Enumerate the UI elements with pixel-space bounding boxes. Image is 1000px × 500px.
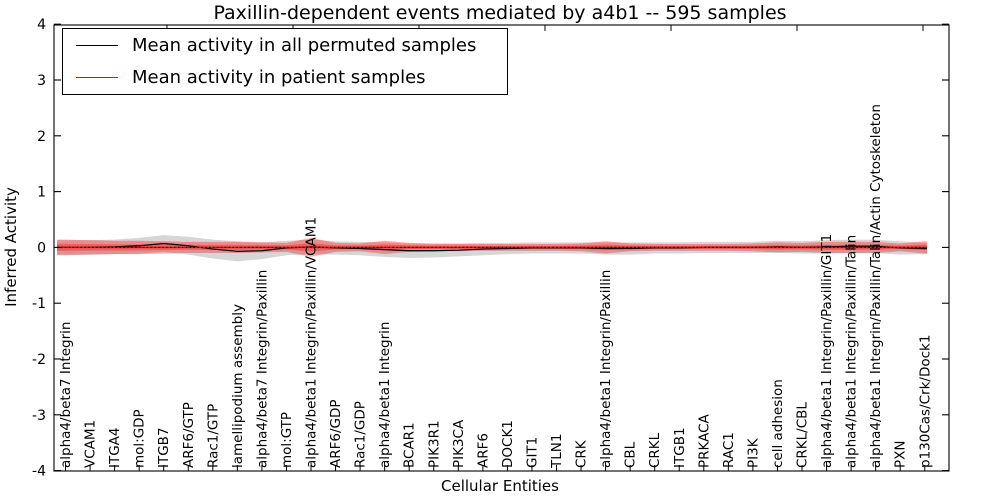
category-label: ITGB7 (156, 427, 172, 468)
category-label: ARF6 (475, 433, 491, 468)
permuted-band (57, 235, 927, 262)
category-label: ITGB1 (672, 427, 688, 468)
permuted-line-icon (76, 44, 118, 46)
category-label: cell adhesion (770, 379, 786, 468)
category-label: CRK (574, 439, 590, 468)
category-label: alpha4/beta1 Integrin/Paxillin/Talin (844, 235, 860, 468)
category-label: CRKL/CBL (795, 402, 811, 468)
category-label: alpha4/beta1 Integrin/Paxillin (598, 270, 614, 468)
category-label: ARF6/GTP (181, 402, 197, 468)
category-label: alpha4/beta1 Integrin (377, 322, 393, 468)
svg-text:3: 3 (37, 73, 46, 89)
legend: Mean activity in all permuted samples Me… (62, 28, 508, 95)
svg-text:2: 2 (37, 129, 46, 145)
legend-label-permuted: Mean activity in all permuted samples (132, 34, 477, 56)
svg-text:-1: -1 (32, 296, 46, 312)
category-label: PRKACA (696, 413, 712, 468)
legend-label-patient: Mean activity in patient samples (132, 67, 426, 89)
category-label: CBL (623, 441, 639, 468)
svg-text:-2: -2 (32, 352, 46, 368)
svg-text:-3: -3 (32, 408, 46, 424)
category-label: lamellipodium assembly (230, 304, 246, 468)
svg-text:1: 1 (37, 185, 46, 201)
category-label: PIK3R1 (426, 420, 442, 468)
category-label: TLN1 (549, 434, 565, 469)
category-label: alpha4/beta7 Integrin/Paxillin (254, 270, 270, 468)
x-axis-label: Cellular Entities (441, 477, 559, 495)
svg-text:4: 4 (37, 17, 46, 33)
svg-text:-4: -4 (32, 464, 46, 480)
chart-title: Paxillin-dependent events mediated by a4… (213, 2, 787, 24)
category-label: ITGA4 (107, 427, 123, 468)
category-label: alpha4/beta1 Integrin/Paxillin/VCAM1 (304, 217, 320, 468)
category-label: mol:GDP (132, 409, 148, 468)
category-label: ARF6/GDP (328, 399, 344, 468)
y-axis-ticks: -4 -3 -2 -1 0 1 2 3 4 (32, 17, 949, 480)
legend-item-permuted: Mean activity in all permuted samples (63, 29, 507, 61)
x-category-labels: alpha4/beta7 Integrin VCAM1 ITGA4 mol:GDP IT… (58, 104, 933, 469)
category-label: Rac1/GDP (353, 401, 369, 468)
category-label: CRKL (647, 432, 663, 468)
category-label: mol:GTP (279, 412, 295, 468)
category-label: alpha4/beta1 Integrin/Paxillin/GIT1 (819, 234, 835, 468)
category-label: RAC1 (721, 432, 737, 468)
patient-line-icon (76, 77, 118, 79)
category-label: DOCK1 (500, 420, 516, 468)
category-label: Rac1/GTP (205, 404, 221, 468)
category-label: alpha4/beta7 Integrin (58, 322, 74, 468)
category-label: alpha4/beta1 Integrin/Paxillin/Talin/Act… (868, 104, 884, 468)
category-label: PXN (893, 441, 909, 469)
category-label: VCAM1 (83, 420, 99, 468)
category-label: BCAR1 (402, 422, 418, 468)
category-label: p130Cas/Crk/Dock1 (917, 335, 933, 468)
y-axis-label: Inferred Activity (2, 187, 20, 307)
category-label: GIT1 (524, 437, 540, 468)
category-label: PIK3CA (451, 419, 467, 468)
axis-frame (53, 24, 950, 472)
category-label: PI3K (745, 437, 761, 468)
svg-text:0: 0 (37, 240, 46, 256)
legend-item-patient: Mean activity in patient samples (63, 62, 507, 94)
